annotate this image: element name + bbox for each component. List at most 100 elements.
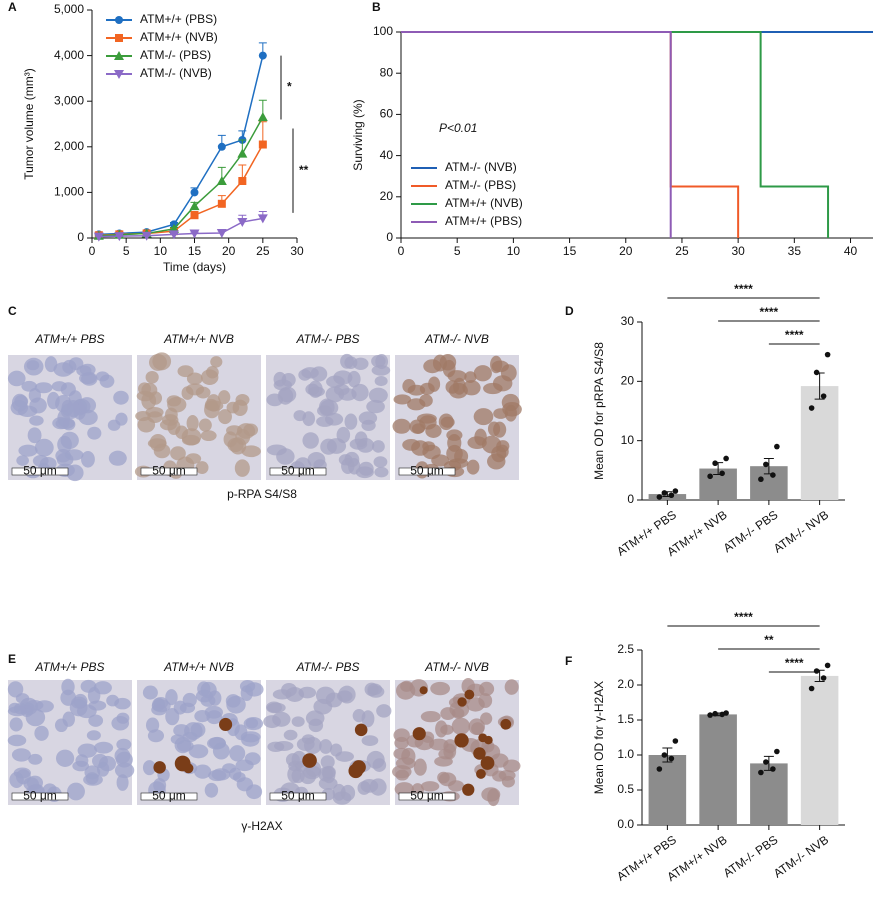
nucleus	[320, 755, 335, 769]
image-caption: p-RPA S4/S8	[227, 487, 297, 501]
nucleus	[481, 435, 502, 454]
nucleus	[55, 418, 75, 429]
nucleus	[71, 696, 88, 709]
marker	[257, 112, 268, 122]
nucleus	[392, 418, 411, 434]
x-tick-label: 15	[563, 244, 577, 258]
nucleus	[9, 717, 23, 732]
nucleus	[321, 765, 336, 779]
y-tick-label: 1,000	[54, 185, 84, 199]
nucleus	[496, 440, 510, 453]
x-tick-label: 20	[222, 244, 236, 258]
nucleus	[7, 706, 28, 717]
legend-label: ATM+/+ (PBS)	[445, 214, 522, 228]
marker	[189, 229, 200, 239]
x-tick-label: ATM-/- NVB	[771, 508, 831, 556]
marker	[190, 188, 199, 197]
nucleus	[428, 376, 441, 392]
nucleus	[66, 464, 84, 482]
nucleus	[394, 782, 415, 797]
nucleus	[204, 782, 219, 798]
y-tick-label: 1.5	[617, 712, 634, 726]
nucleus	[149, 391, 163, 405]
nucleus	[498, 769, 516, 781]
significance-label: ****	[734, 610, 753, 624]
nucleus	[420, 711, 441, 723]
nucleus	[298, 686, 317, 699]
data-point	[820, 393, 827, 399]
data-point	[723, 455, 729, 462]
nucleus	[78, 409, 98, 426]
scale-bar-label: 50 μm	[410, 789, 444, 803]
nucleus	[54, 718, 68, 733]
nucleus	[393, 394, 412, 405]
marker	[114, 70, 124, 79]
nucleus	[340, 353, 354, 369]
nucleus	[148, 353, 167, 371]
marker	[141, 231, 152, 241]
legend-label: ATM+/+ (PBS)	[140, 12, 217, 26]
data-point	[820, 675, 827, 681]
scale-bar-label: 50 μm	[23, 789, 57, 803]
nucleus	[462, 380, 481, 396]
x-tick-label: 10	[154, 244, 168, 258]
nucleus	[368, 387, 388, 403]
marker	[257, 214, 268, 224]
nucleus	[481, 787, 501, 802]
data-point	[707, 473, 713, 480]
nucleus	[402, 379, 416, 394]
data-point	[813, 668, 820, 674]
nucleus	[326, 438, 347, 454]
nucleus	[374, 466, 389, 478]
nucleus	[137, 416, 156, 433]
marker	[237, 218, 248, 228]
nucleus	[492, 375, 513, 392]
scale-bar	[140, 792, 198, 801]
data-point	[707, 712, 713, 718]
nucleus	[236, 777, 254, 792]
nucleus	[402, 439, 421, 451]
x-tick-label: 30	[731, 244, 745, 258]
annotation: *	[287, 80, 292, 94]
nucleus	[98, 755, 116, 772]
series-line	[401, 31, 672, 238]
stained-nucleus	[457, 697, 467, 707]
nucleus	[373, 456, 388, 468]
stained-nucleus	[153, 761, 166, 774]
nucleus	[279, 386, 297, 403]
nucleus	[374, 376, 388, 387]
scale-bar	[11, 792, 69, 801]
y-tick-label: 0	[77, 230, 84, 244]
nucleus	[26, 360, 40, 371]
nucleus	[348, 457, 361, 475]
nucleus	[142, 760, 156, 776]
nucleus	[244, 752, 261, 766]
nucleus	[372, 440, 385, 453]
nucleus	[170, 734, 185, 745]
y-tick-label: 0	[627, 492, 634, 506]
legend-label: ATM+/+ (NVB)	[140, 30, 218, 44]
nucleus	[318, 777, 338, 790]
nucleus	[448, 780, 465, 792]
nucleus	[273, 741, 294, 752]
panel-letter: B	[372, 0, 381, 14]
data-point	[824, 351, 831, 358]
image-column-label: ATM-/- PBS	[295, 332, 359, 346]
data-point	[712, 710, 718, 717]
nucleus	[51, 381, 67, 392]
micrograph: 50 μm	[7, 355, 132, 482]
stained-nucleus	[480, 756, 495, 770]
nucleus	[145, 370, 159, 384]
nucleus	[422, 444, 441, 460]
nucleus	[351, 383, 369, 402]
nucleus	[352, 357, 369, 370]
marker	[114, 232, 125, 242]
nucleus	[376, 704, 392, 718]
data-point	[712, 460, 718, 467]
error-bar	[662, 747, 673, 763]
nucleus	[34, 725, 49, 741]
stained-nucleus	[412, 727, 426, 741]
nucleus	[464, 371, 477, 383]
nucleus	[212, 742, 230, 760]
